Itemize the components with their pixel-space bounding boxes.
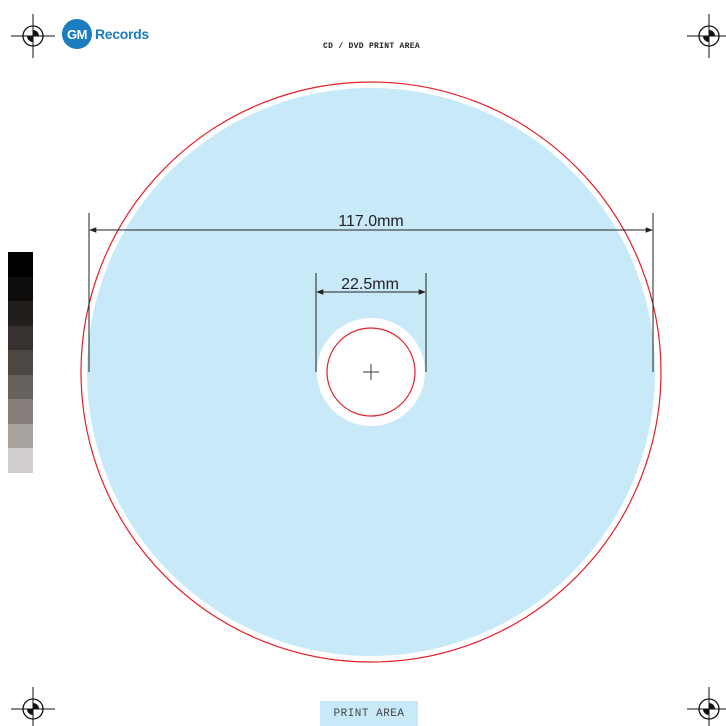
gm-records-logo: GM Records [62, 19, 149, 49]
page-title: CD / DVD PRINT AREA [323, 42, 420, 51]
gray-swatch [8, 276, 33, 301]
gray-swatch [8, 252, 33, 277]
inner-dimension-label: 22.5mm [341, 276, 399, 293]
logo-badge: GM [62, 19, 92, 49]
registration-mark-icon [11, 14, 55, 58]
registration-mark-icon [687, 14, 726, 58]
print-area-label: PRINT AREA [320, 701, 418, 726]
gray-swatch [8, 423, 33, 448]
registration-mark-icon [687, 687, 726, 726]
outer-dimension [88, 213, 654, 372]
crosshair-icon [363, 364, 379, 380]
inner-dimension [315, 273, 427, 372]
gray-swatch [8, 301, 33, 326]
gray-swatch [8, 350, 33, 375]
gray-swatch [8, 399, 33, 424]
gray-swatch [8, 374, 33, 399]
registration-mark-icon [11, 687, 55, 726]
outer-dimension-label: 117.0mm [338, 213, 404, 230]
logo-wordmark: Records [95, 26, 149, 42]
gray-swatch [8, 448, 33, 473]
grayscale-swatch-strip [8, 252, 33, 473]
gray-swatch [8, 325, 33, 350]
outer-trim-circle [80, 81, 662, 663]
